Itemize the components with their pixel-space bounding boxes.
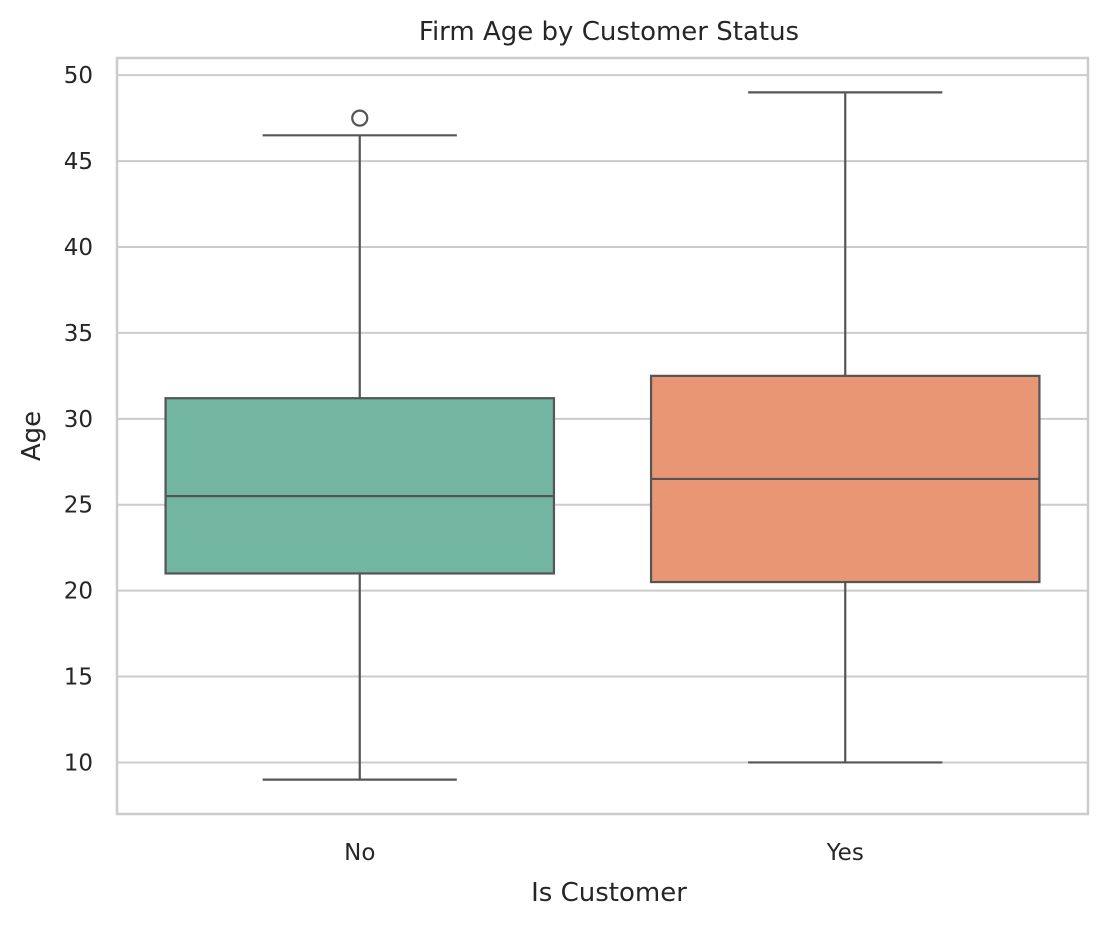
chart-title: Firm Age by Customer Status xyxy=(419,17,799,47)
y-tick-label: 35 xyxy=(64,321,93,347)
x-axis-label: Is Customer xyxy=(531,878,687,908)
y-tick-label: 20 xyxy=(64,579,93,605)
box-plot-series xyxy=(164,91,1041,781)
box-group-no xyxy=(164,109,556,781)
y-tick-label: 15 xyxy=(64,665,93,691)
y-tick-label: 50 xyxy=(64,63,93,89)
box-group-yes xyxy=(649,91,1041,764)
y-axis-label: Age xyxy=(17,411,47,461)
plot-frame xyxy=(115,56,1090,816)
y-tick-label: 25 xyxy=(64,493,93,519)
tick-labels: 10 15 20 25 30 35 40 45 50 No Yes xyxy=(64,63,864,866)
x-tick-label: Yes xyxy=(826,840,864,866)
y-tick-label: 45 xyxy=(64,149,93,175)
y-tick-label: 30 xyxy=(64,407,93,433)
outlier-point xyxy=(351,109,369,127)
x-tick-label: No xyxy=(344,840,375,866)
y-tick-label: 40 xyxy=(64,235,93,261)
iqr-box xyxy=(164,397,556,575)
y-tick-label: 10 xyxy=(64,750,93,776)
